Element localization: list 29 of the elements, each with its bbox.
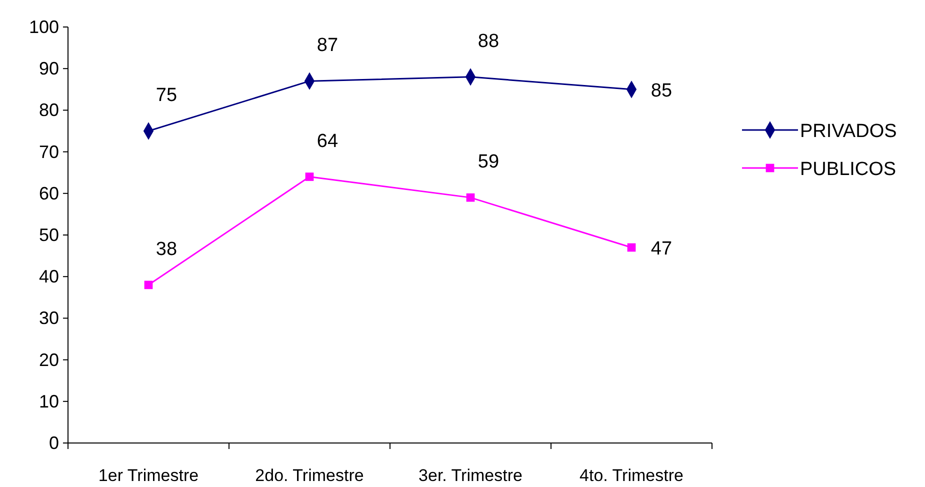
- y-tick-label: 30: [38, 308, 59, 328]
- legend-label: PRIVADOS: [800, 121, 897, 142]
- y-tick-label: 80: [38, 100, 59, 120]
- x-tick-label: 1er Trimestre: [98, 466, 199, 485]
- y-tick-label: 90: [38, 58, 59, 79]
- data-label: 85: [650, 80, 672, 102]
- point: [466, 193, 475, 202]
- y-tick-label: 60: [38, 183, 59, 204]
- data-label: 38: [156, 238, 178, 260]
- y-tick-label: 10: [38, 391, 59, 412]
- point: [627, 243, 636, 252]
- y-tick-label: 50: [38, 225, 59, 245]
- point: [144, 280, 153, 290]
- x-tick-label: 4to. Trimestre: [580, 466, 684, 485]
- data-label: 75: [156, 85, 178, 106]
- data-label: 59: [478, 152, 500, 173]
- x-tick-label: 3er. Trimestre: [418, 466, 522, 485]
- legend-label: PUBLICOS: [800, 159, 896, 180]
- y-tick-label: 20: [38, 350, 59, 370]
- y-tick-label: 100: [28, 17, 59, 37]
- y-tick-label: 70: [38, 142, 59, 162]
- point: [305, 172, 314, 181]
- y-tick-label: 0: [48, 433, 59, 453]
- data-label: 47: [650, 238, 672, 260]
- data-label: 88: [478, 30, 500, 52]
- y-tick-label: 40: [38, 266, 59, 287]
- x-tick-label: 2do. Trimestre: [255, 466, 364, 485]
- data-label: 64: [316, 130, 338, 152]
- data-label: 87: [316, 35, 338, 56]
